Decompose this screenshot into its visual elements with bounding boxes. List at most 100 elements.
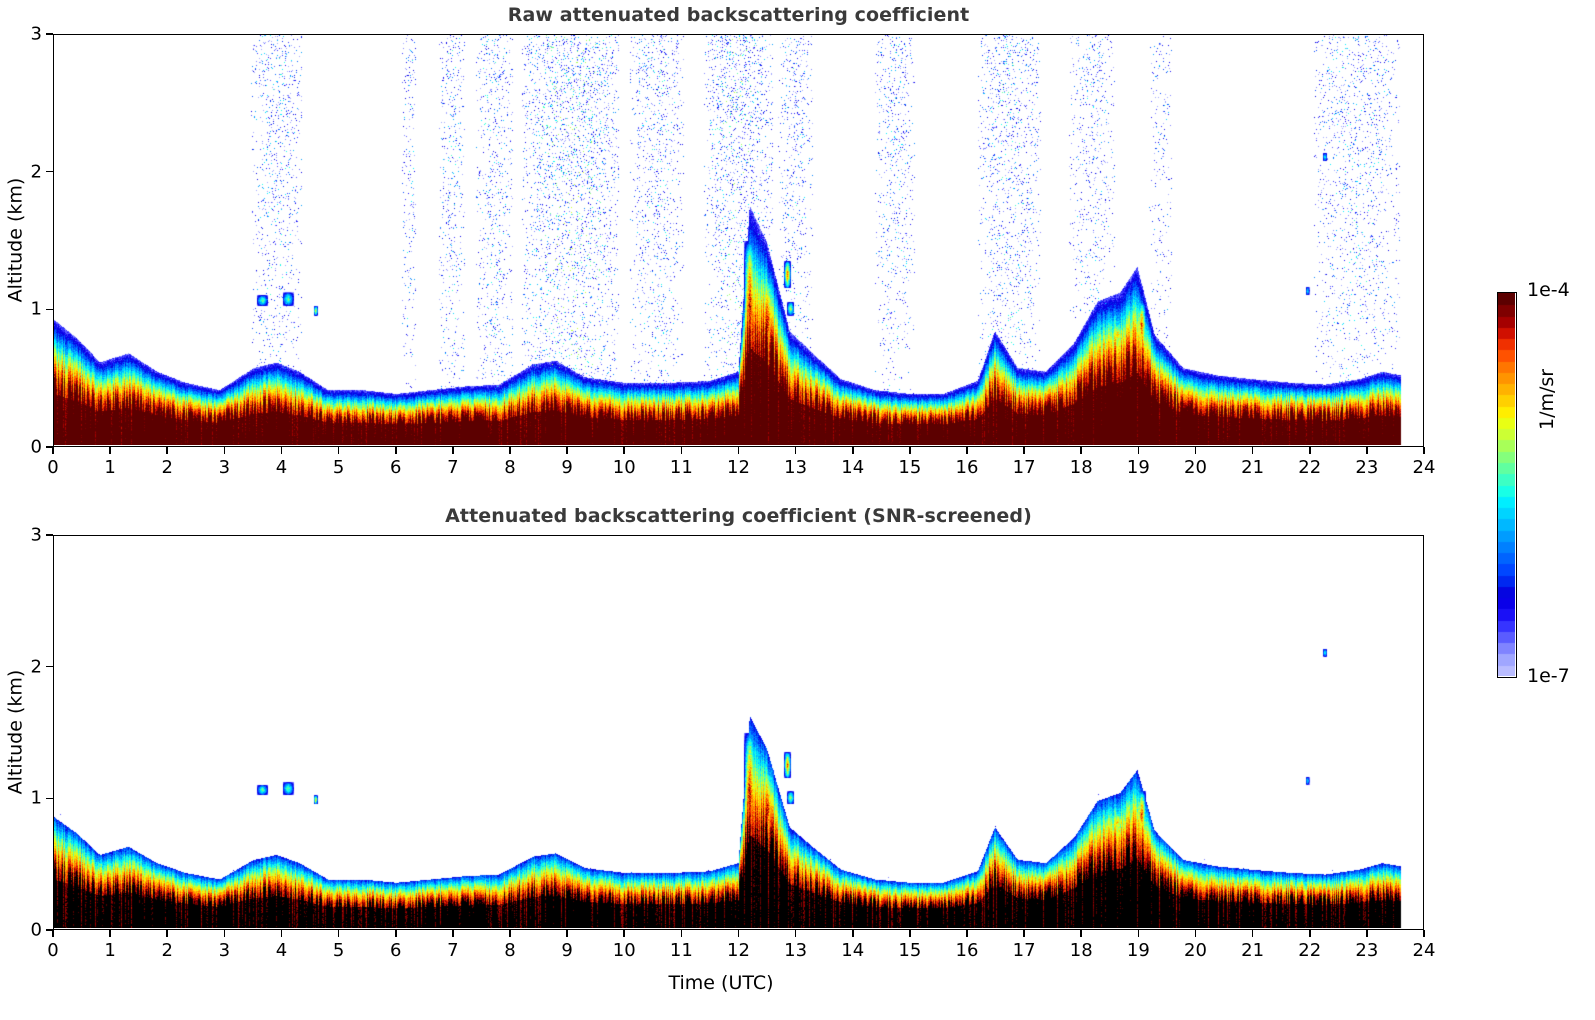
x-tick-mark <box>337 930 340 937</box>
x-tick-mark <box>52 930 54 937</box>
x-tick-mark <box>166 930 169 937</box>
x-tick-mark <box>909 447 911 454</box>
y-tick-label: 1 <box>30 298 42 320</box>
x-tick-label: 20 <box>1184 940 1207 961</box>
x-tick-label: 8 <box>504 940 516 961</box>
x-tick-mark <box>794 447 797 454</box>
x-tick-mark <box>1137 447 1140 454</box>
x-tick-label: 17 <box>1012 457 1036 478</box>
x-tick-mark <box>1080 447 1083 454</box>
panel-title-raw: Raw attenuated backscattering coefficien… <box>507 4 970 26</box>
x-tick-mark <box>280 447 283 454</box>
x-tick-label: 18 <box>1069 457 1093 478</box>
x-tick-label: 15 <box>898 457 922 478</box>
y-tick-mark <box>46 446 53 448</box>
x-tick-mark <box>1080 930 1083 937</box>
x-tick-label: 20 <box>1184 457 1207 478</box>
x-tick-label: 9 <box>561 940 573 961</box>
x-tick-label: 9 <box>561 457 573 478</box>
y-tick-mark <box>46 308 53 311</box>
y-tick-mark <box>46 797 53 800</box>
x-tick-mark <box>1194 930 1197 937</box>
x-tick-mark <box>1251 447 1254 454</box>
x-tick-label: 11 <box>669 940 693 961</box>
x-tick-mark <box>1423 930 1425 937</box>
x-tick-label: 18 <box>1069 940 1093 961</box>
y-tick-mark <box>46 534 53 536</box>
y-tick-label: 1 <box>30 787 42 809</box>
x-tick-label: 24 <box>1412 940 1436 961</box>
y-tick-label: 3 <box>30 23 42 45</box>
x-tick-label: 6 <box>390 940 402 961</box>
x-tick-mark <box>909 930 911 937</box>
x-tick-mark <box>851 447 854 454</box>
x-tick-label: 4 <box>275 457 288 478</box>
x-tick-mark <box>509 447 511 454</box>
x-tick-label: 5 <box>332 940 345 961</box>
x-tick-mark <box>1194 447 1197 454</box>
x-tick-mark <box>166 447 169 454</box>
x-tick-label: 16 <box>955 940 979 961</box>
x-tick-label: 24 <box>1412 457 1436 478</box>
x-tick-mark <box>1308 930 1311 937</box>
x-tick-label: 12 <box>727 457 750 478</box>
x-tick-mark <box>794 930 797 937</box>
x-tick-label: 19 <box>1126 457 1150 478</box>
x-tick-label: 15 <box>898 940 922 961</box>
x-tick-mark <box>452 930 454 937</box>
x-tick-label: 2 <box>161 457 173 478</box>
x-tick-mark <box>1023 930 1025 937</box>
x-tick-label: 23 <box>1355 457 1379 478</box>
x-tick-label: 14 <box>841 457 865 478</box>
plot-area-raw <box>53 34 1424 447</box>
colorbar-max-label: 1e-4 <box>1527 279 1570 301</box>
x-tick-mark <box>566 447 568 454</box>
x-tick-mark <box>223 930 226 937</box>
x-tick-mark <box>737 930 740 937</box>
y-tick-label: 2 <box>30 161 42 183</box>
colorbar-unit-label: 1/m/sr <box>1536 368 1558 430</box>
x-tick-mark <box>623 447 626 454</box>
x-tick-label: 10 <box>612 940 636 961</box>
x-tick-label: 23 <box>1355 940 1379 961</box>
x-tick-mark <box>680 930 683 937</box>
x-tick-label: 17 <box>1012 940 1036 961</box>
y-tick-mark <box>46 929 53 931</box>
x-tick-label: 21 <box>1241 457 1265 478</box>
x-tick-label: 21 <box>1241 940 1265 961</box>
x-tick-mark <box>109 447 111 454</box>
y-tick-mark <box>46 33 53 35</box>
colorbar-min-label: 1e-7 <box>1527 665 1570 687</box>
x-tick-label: 19 <box>1126 940 1150 961</box>
x-tick-label: 7 <box>447 940 459 961</box>
x-tick-mark <box>109 930 111 937</box>
x-tick-label: 13 <box>784 457 808 478</box>
y-tick-mark <box>46 665 53 668</box>
y-tick-label: 3 <box>30 524 42 546</box>
x-tick-label: 0 <box>47 940 59 961</box>
x-tick-mark <box>394 447 397 454</box>
y-tick-label: 0 <box>30 919 42 941</box>
y-axis-label-screened: Altitude (km) <box>4 669 26 794</box>
x-tick-label: 22 <box>1298 457 1322 478</box>
x-tick-label: 11 <box>669 457 693 478</box>
x-tick-mark <box>623 930 626 937</box>
x-tick-mark <box>1366 447 1368 454</box>
x-axis-label: Time (UTC) <box>668 972 774 994</box>
x-tick-label: 8 <box>504 457 516 478</box>
x-tick-mark <box>509 930 511 937</box>
x-tick-label: 14 <box>841 940 865 961</box>
x-tick-mark <box>680 447 683 454</box>
x-tick-label: 3 <box>218 457 231 478</box>
x-tick-label: 16 <box>955 457 979 478</box>
x-tick-label: 7 <box>447 457 459 478</box>
x-tick-label: 3 <box>218 940 231 961</box>
x-tick-mark <box>737 447 740 454</box>
x-tick-mark <box>966 447 968 454</box>
y-axis-label-raw: Altitude (km) <box>4 177 26 302</box>
x-tick-label: 1 <box>104 940 116 961</box>
x-tick-label: 0 <box>47 457 59 478</box>
y-tick-label: 0 <box>30 436 42 458</box>
x-tick-mark <box>566 930 568 937</box>
x-tick-label: 12 <box>727 940 750 961</box>
